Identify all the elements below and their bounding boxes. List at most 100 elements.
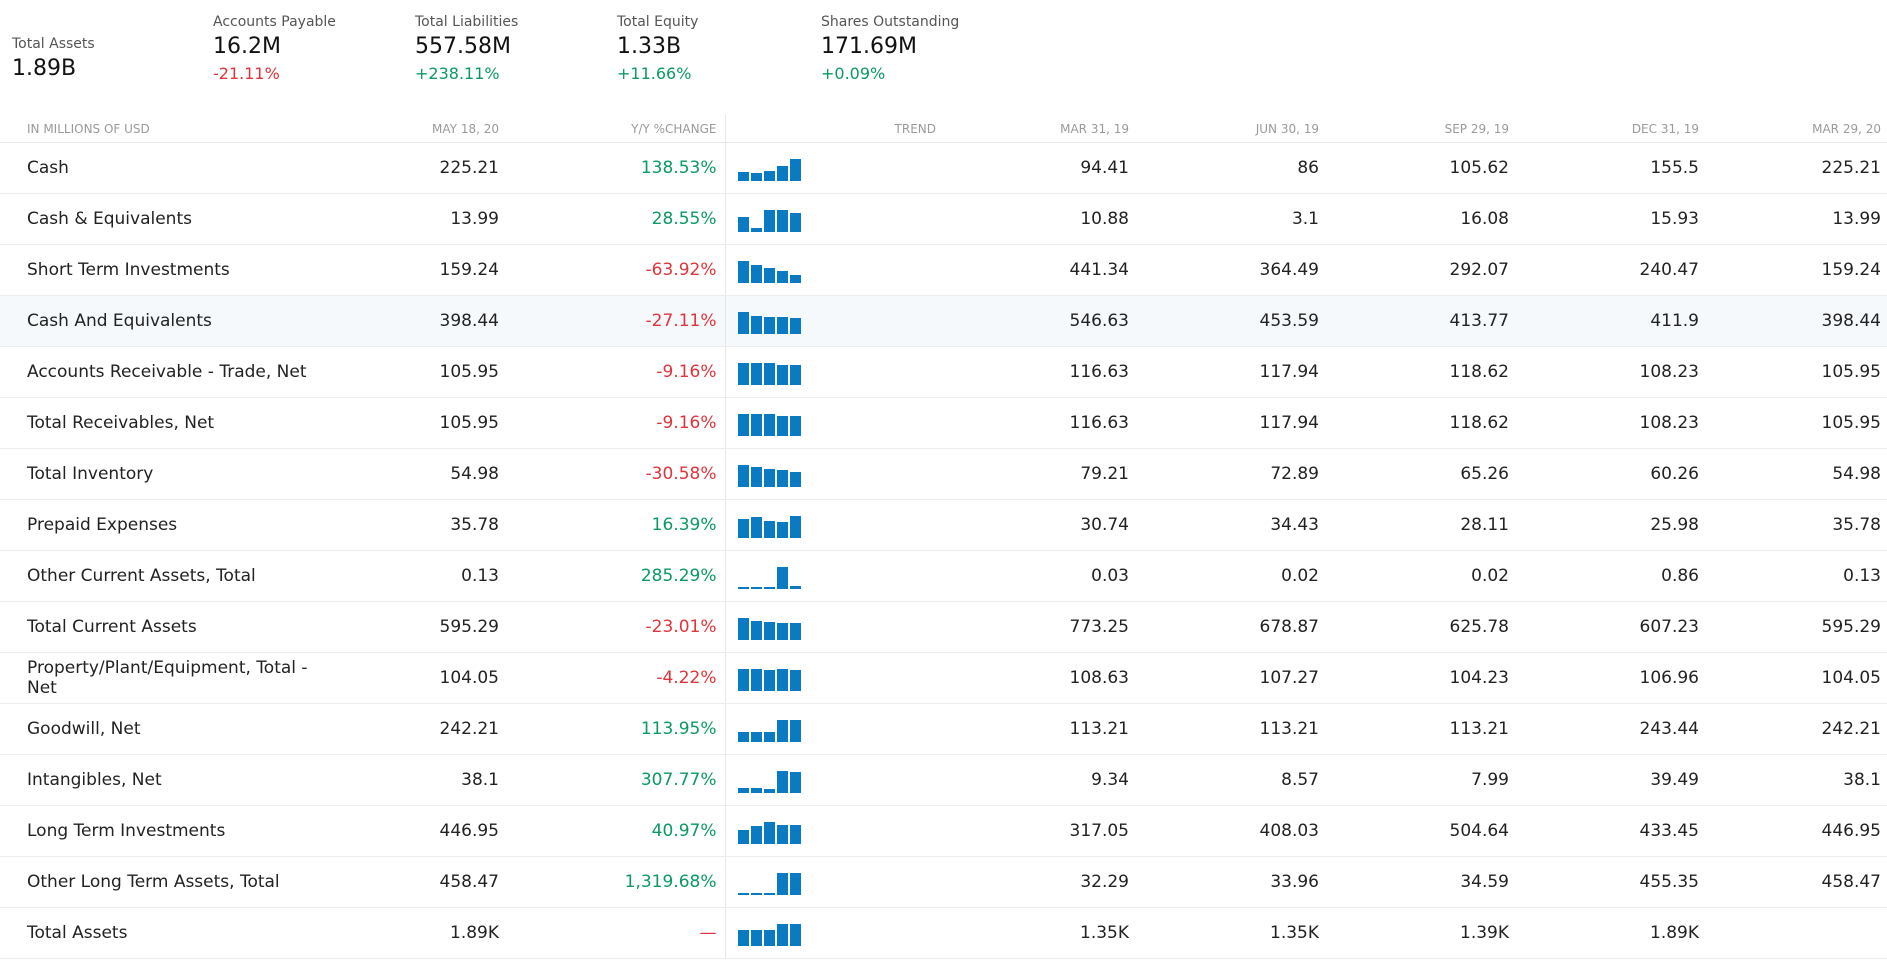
trend-bar xyxy=(776,720,788,742)
row-period-value: 3.1 xyxy=(1135,193,1325,245)
trend-bar xyxy=(763,670,775,691)
row-period-value: 116.63 xyxy=(945,397,1135,449)
table-row[interactable]: Other Long Term Assets, Total 458.47 1,319… xyxy=(0,856,1887,908)
summary-stat[interactable]: Accounts Payable 16.2M -21.11% xyxy=(213,14,336,83)
trend-bar xyxy=(763,210,775,232)
header-period-5[interactable]: MAR 29, 20 xyxy=(1705,115,1887,143)
row-period-value: 0.02 xyxy=(1135,550,1325,602)
table-row[interactable]: Cash 225.21 138.53% 94.41 86 105.62 155.5 225.2… xyxy=(0,142,1887,194)
trend-bar xyxy=(737,618,749,640)
row-label: Accounts Receivable - Trade, Net xyxy=(0,346,315,398)
row-trend-sparkline xyxy=(725,448,945,500)
table-row[interactable]: Intangibles, Net 38.1 307.77% 9.34 8.57 7.99 3… xyxy=(0,754,1887,806)
row-current-value: 446.95 xyxy=(315,805,505,857)
trend-bars xyxy=(737,410,946,436)
row-trend-sparkline xyxy=(725,397,946,449)
row-label: Intangibles, Net xyxy=(0,754,315,806)
table-row[interactable]: Accounts Receivable - Trade, Net 105.95 -9… xyxy=(0,346,1887,398)
trend-bar xyxy=(776,166,788,181)
table-row[interactable]: Cash And Equivalents 398.44 -27.11% 546.63 4… xyxy=(0,295,1887,347)
row-trend-sparkline xyxy=(725,703,945,755)
row-period-value: 117.94 xyxy=(1135,346,1325,398)
table-row[interactable]: Total Assets 1.89K —1.35K 1.35K 1.39K 1.89K xyxy=(0,907,1887,959)
balance-sheet-table-container: IN MILLIONS OF USD MAY 18, 20 Y/Y %CHANG… xyxy=(0,115,1887,959)
row-period-value: 38.1 xyxy=(1705,754,1887,806)
header-current-date[interactable]: MAY 18, 20 xyxy=(315,115,505,143)
row-period-value: 243.44 xyxy=(1515,703,1705,755)
trend-bars xyxy=(737,920,946,946)
header-period-2[interactable]: JUN 30, 19 xyxy=(1135,115,1325,143)
table-row[interactable]: Long Term Investments 446.95 40.97% 317.05 4… xyxy=(0,805,1887,857)
table-row[interactable]: Total Current Assets 595.29 -23.01% 773.25 6… xyxy=(0,601,1887,653)
trend-bar xyxy=(789,873,801,895)
row-current-value: 458.47 xyxy=(315,856,505,908)
trend-bar xyxy=(750,363,762,385)
summary-stat-value: 1.89B xyxy=(12,56,77,81)
row-period-value: 317.05 xyxy=(945,805,1135,857)
row-trend-sparkline xyxy=(725,499,945,551)
trend-bar xyxy=(737,788,749,793)
row-label: Total Receivables, Net xyxy=(0,397,315,449)
row-period-value: 595.29 xyxy=(1705,601,1887,653)
trend-bar xyxy=(750,621,762,640)
table-row[interactable]: Total Receivables, Net 105.95 -9.16% 116.63… xyxy=(0,397,1887,449)
row-trend-sparkline xyxy=(725,601,945,653)
summary-stat-label: Shares Outstanding xyxy=(821,14,960,30)
row-period-value: 773.25 xyxy=(945,601,1135,653)
row-trend-sparkline xyxy=(725,193,945,245)
trend-bars xyxy=(737,869,946,895)
summary-stat[interactable]: Total Assets 1.89B xyxy=(12,36,95,81)
row-period-value: 79.21 xyxy=(945,448,1135,500)
table-row[interactable]: Short Term Investments 159.24 -63.92% 441.3… xyxy=(0,244,1887,296)
summary-stat[interactable]: Total Equity 1.33B +11.66% xyxy=(617,14,698,83)
row-period-value: 116.63 xyxy=(945,346,1135,398)
row-period-value: 105.95 xyxy=(1705,397,1887,449)
trend-bar xyxy=(776,365,788,385)
table-row[interactable]: Other Current Assets, Total 0.13 285.29% 0.… xyxy=(0,550,1887,602)
row-current-value: 595.29 xyxy=(315,601,505,653)
trend-bar xyxy=(789,516,801,538)
trend-bar xyxy=(750,669,762,691)
row-current-value: 35.78 xyxy=(315,499,505,551)
trend-bar xyxy=(737,830,749,844)
trend-bar xyxy=(737,217,749,232)
row-trend-sparkline xyxy=(725,142,945,194)
row-period-value: 155.5 xyxy=(1515,142,1705,194)
summary-stat[interactable]: Total Liabilities 557.58M +238.11% xyxy=(415,14,518,83)
balance-sheet-table: IN MILLIONS OF USD MAY 18, 20 Y/Y %CHANG… xyxy=(0,115,1887,959)
trend-bar xyxy=(763,521,775,538)
trend-bars xyxy=(737,359,946,385)
row-current-value: 159.24 xyxy=(315,244,505,296)
row-period-value: 625.78 xyxy=(1325,601,1515,653)
row-period-value: 411.9 xyxy=(1515,295,1705,347)
row-trend-sparkline xyxy=(725,346,946,398)
header-period-1[interactable]: MAR 31, 19 xyxy=(945,115,1135,143)
header-period-3[interactable]: SEP 29, 19 xyxy=(1325,115,1515,143)
row-period-value: 8.57 xyxy=(1135,754,1325,806)
header-yoy-change[interactable]: Y/Y %CHANGE xyxy=(505,115,726,143)
summary-stat[interactable]: Shares Outstanding 171.69M +0.09% xyxy=(821,14,959,83)
table-row[interactable]: Total Inventory 54.98 -30.58% 79.21 72.89 65.… xyxy=(0,448,1887,500)
row-period-value: 0.02 xyxy=(1325,550,1515,602)
trend-bar xyxy=(776,522,788,538)
row-period-value: 0.86 xyxy=(1515,550,1705,602)
row-period-value: 433.45 xyxy=(1515,805,1705,857)
trend-bar xyxy=(789,275,801,283)
summary-stat-change: +0.09% xyxy=(821,64,886,83)
trend-bar xyxy=(776,623,788,640)
header-units: IN MILLIONS OF USD xyxy=(0,115,315,143)
table-row[interactable]: Goodwill, Net 242.21 113.95% 113.21 113.21 11… xyxy=(0,703,1887,755)
row-period-value: 292.07 xyxy=(1325,244,1515,296)
row-yoy-change: -9.16% xyxy=(505,397,726,449)
header-period-4[interactable]: DEC 31, 19 xyxy=(1515,115,1705,143)
row-period-value: 1.35K xyxy=(945,907,1135,959)
table-row[interactable]: Property/Plant/Equipment, Total - Net 104… xyxy=(0,652,1887,704)
trend-bar xyxy=(789,416,801,436)
row-current-value: 1.89K xyxy=(315,907,505,959)
row-period-value: 30.74 xyxy=(945,499,1135,551)
table-row[interactable]: Prepaid Expenses 35.78 16.39% 30.74 34.43 28.… xyxy=(0,499,1887,551)
row-period-value: 678.87 xyxy=(1135,601,1325,653)
row-period-value: 28.11 xyxy=(1325,499,1515,551)
trend-bar xyxy=(750,788,762,793)
table-row[interactable]: Cash & Equivalents 13.99 28.55% 10.88 3.1 16.… xyxy=(0,193,1887,245)
